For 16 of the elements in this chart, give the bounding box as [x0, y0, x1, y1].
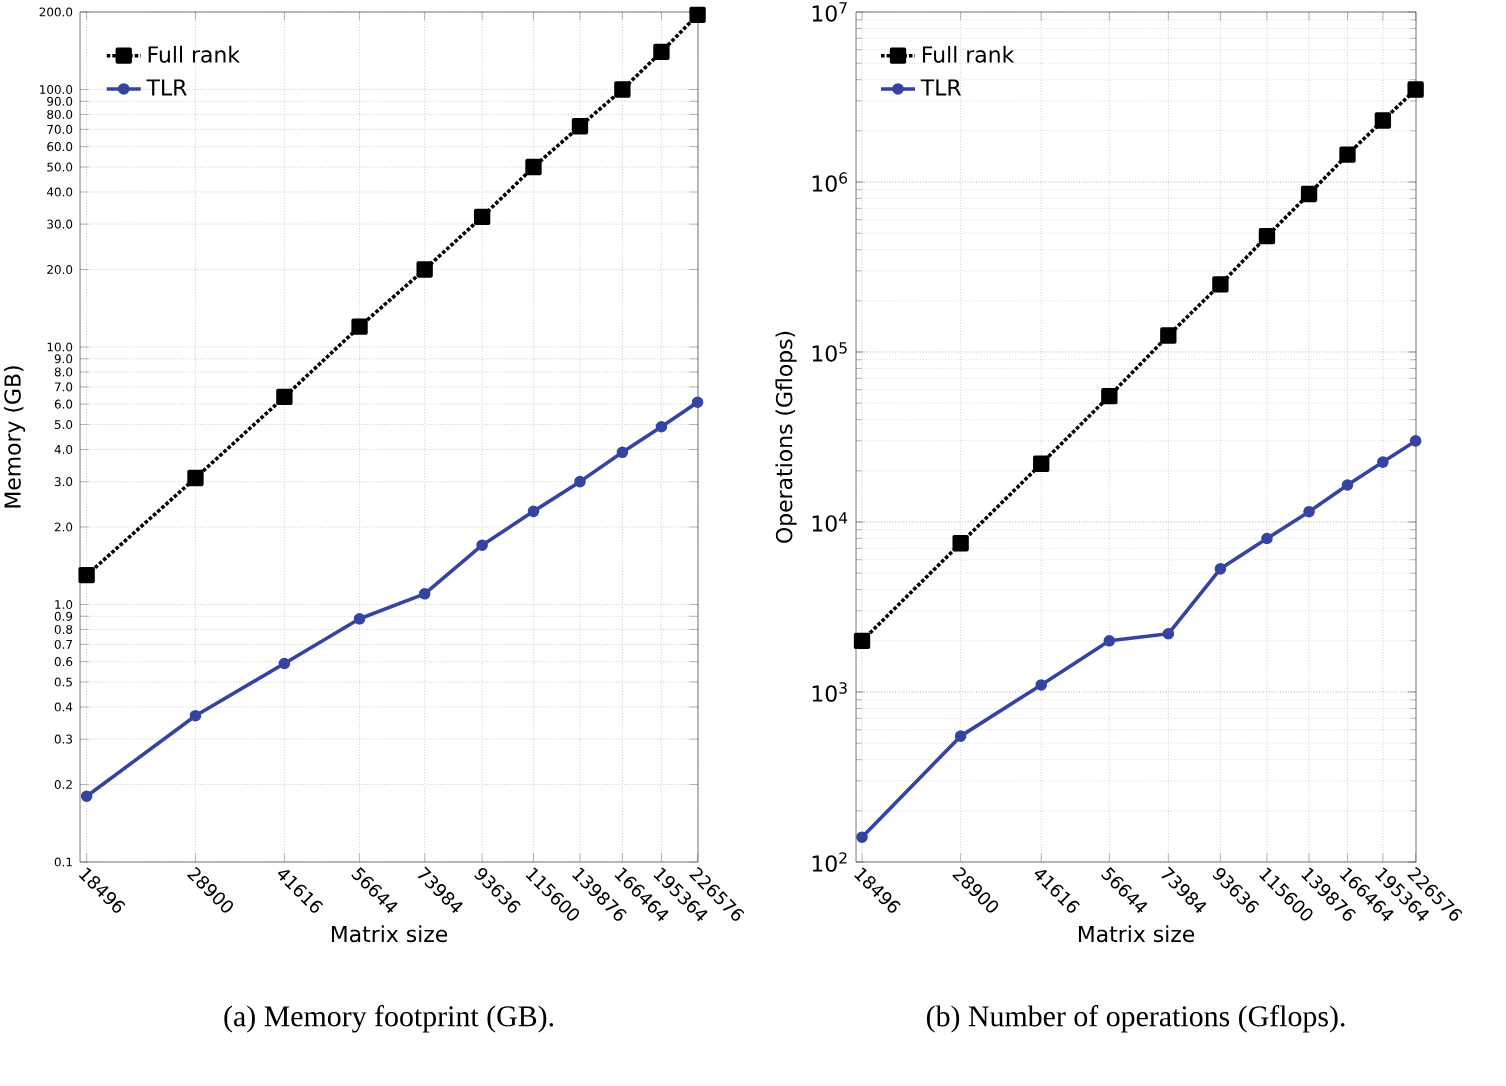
y-tick-label: 10$^{7}$ — [812, 2, 847, 22]
y-axis-title: Operations (Gflops) — [775, 331, 797, 543]
text: (b) Number of operations (Gflops). — [926, 1005, 1345, 1033]
x-axis-title: Matrix size — [331, 925, 448, 943]
legend-label: TLR — [146, 79, 187, 96]
y-axis-title: Memory (GB) — [3, 366, 26, 508]
text: (a) Memory footprint (GB). — [224, 1005, 554, 1033]
y-tick-label: 10$^{4}$ — [812, 512, 848, 532]
legend-label: Full rank — [148, 45, 240, 63]
legend-label: Full rank — [922, 45, 1015, 63]
x-axis-title: Matrix size — [1078, 925, 1195, 943]
y-tick-label: 10$^{3}$ — [812, 682, 847, 702]
y-tick-label: 10$^{2}$ — [812, 852, 847, 872]
y-tick-label: 10$^{5}$ — [812, 342, 847, 362]
y-tick-label: 10$^{6}$ — [812, 172, 848, 192]
legend-label: TLR — [920, 79, 961, 96]
